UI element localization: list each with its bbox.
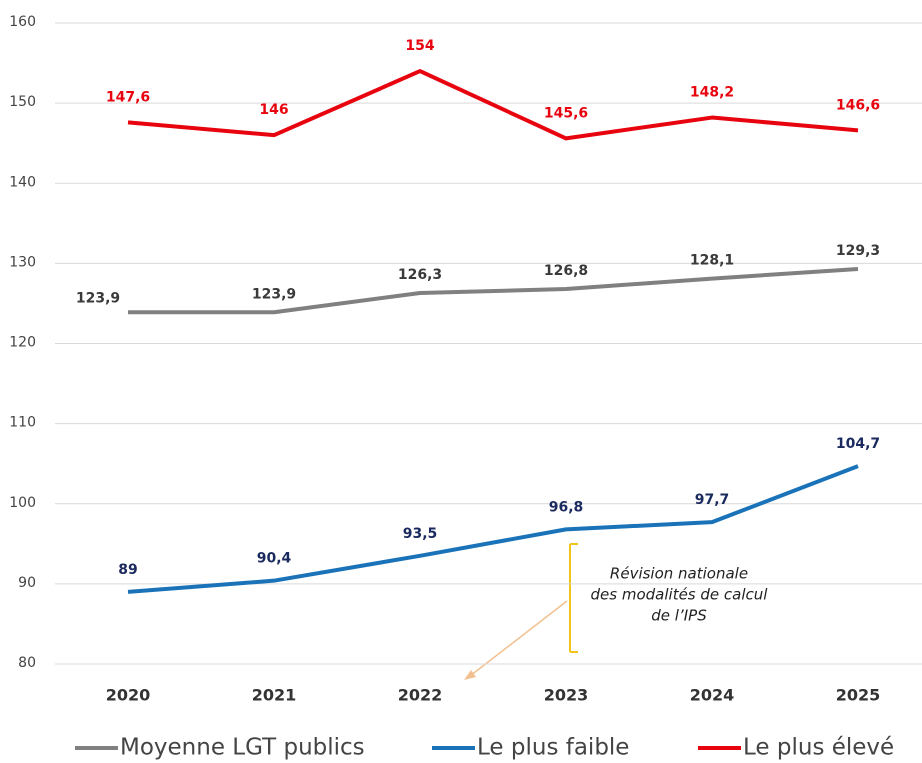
data-label: 126,3 bbox=[398, 267, 442, 283]
data-label: 154 bbox=[405, 38, 434, 54]
data-label: 123,9 bbox=[252, 286, 296, 302]
y-tick-label: 130 bbox=[9, 254, 36, 270]
data-label: 93,5 bbox=[403, 526, 438, 542]
data-label: 145,6 bbox=[544, 105, 588, 121]
data-label: 104,7 bbox=[836, 436, 880, 452]
x-tick-label: 2020 bbox=[106, 686, 151, 705]
line bbox=[128, 266, 859, 315]
x-tick-label: 2022 bbox=[398, 686, 443, 705]
legend-label: Moyenne LGT publics bbox=[120, 735, 365, 761]
data-label: 129,3 bbox=[836, 243, 880, 259]
data-label: 126,8 bbox=[544, 263, 588, 279]
arrow bbox=[469, 600, 568, 677]
y-tick-label: 80 bbox=[18, 655, 36, 671]
x-tick-label: 2023 bbox=[544, 686, 589, 705]
y-tick-label: 150 bbox=[9, 94, 36, 110]
line bbox=[127, 69, 859, 141]
data-label: 90,4 bbox=[257, 551, 292, 567]
data-label: 148,2 bbox=[690, 85, 734, 101]
y-tick-label: 120 bbox=[9, 335, 36, 351]
x-tick-label: 2025 bbox=[836, 686, 881, 705]
line bbox=[127, 464, 859, 594]
y-tick-label: 140 bbox=[9, 174, 36, 190]
data-label: 123,9 bbox=[76, 290, 120, 306]
data-label: 89 bbox=[118, 562, 137, 578]
annotation: Révision nationale bbox=[610, 565, 748, 583]
data-label: 146,6 bbox=[836, 97, 880, 113]
y-tick-label: 100 bbox=[9, 495, 36, 511]
annotation: de l’IPS bbox=[651, 607, 707, 625]
data-label: 96,8 bbox=[549, 499, 584, 515]
x-tick-label: 2021 bbox=[252, 686, 297, 705]
x-tick-label: 2024 bbox=[690, 686, 735, 705]
data-label: 97,7 bbox=[695, 492, 730, 508]
annotation: des modalités de calcul bbox=[591, 586, 769, 604]
arrow-head bbox=[464, 670, 476, 680]
y-tick-label: 90 bbox=[18, 575, 36, 591]
legend-label: Le plus faible bbox=[477, 735, 629, 761]
data-label: 146 bbox=[259, 102, 288, 118]
legend-label: Le plus élevé bbox=[743, 735, 894, 761]
data-label: 147,6 bbox=[106, 89, 150, 105]
y-tick-label: 160 bbox=[9, 14, 36, 30]
data-label: 128,1 bbox=[690, 253, 734, 269]
y-tick-label: 110 bbox=[9, 415, 36, 431]
